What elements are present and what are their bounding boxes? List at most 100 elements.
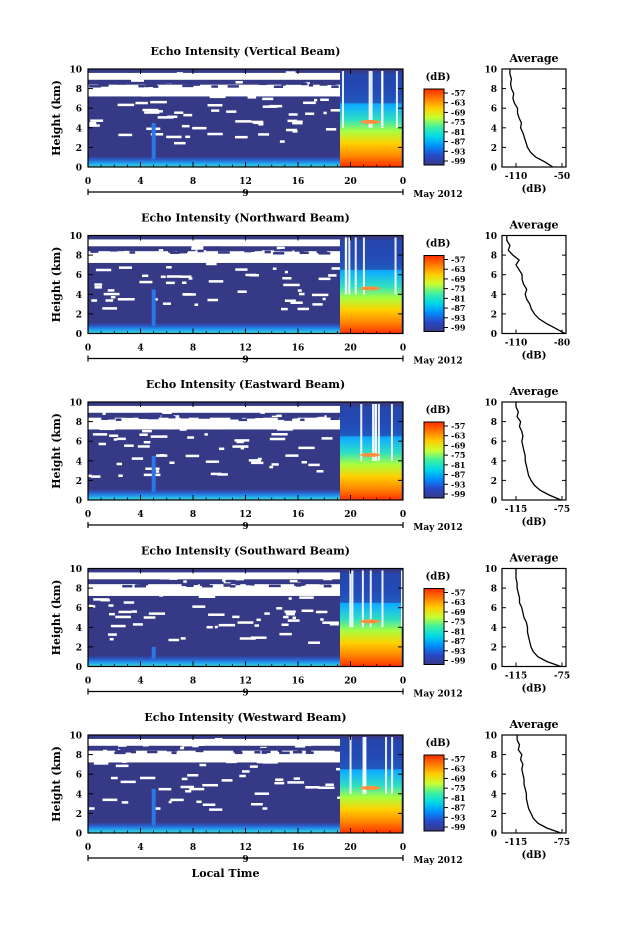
data-gap-speck bbox=[91, 299, 98, 302]
average-y-tick-label: 0 bbox=[491, 497, 497, 507]
echo-speck bbox=[319, 83, 328, 86]
precipitation-gap bbox=[372, 403, 375, 461]
data-gap-speck bbox=[189, 787, 205, 791]
data-gap-speck bbox=[257, 457, 262, 461]
x-tick-label: 0 bbox=[400, 177, 406, 187]
echo-speck bbox=[223, 584, 232, 587]
data-gap-speck bbox=[162, 302, 171, 305]
y-tick-label: 10 bbox=[69, 399, 82, 409]
data-gap-speck bbox=[89, 255, 97, 258]
precipitation-gap bbox=[381, 70, 384, 128]
bright-band bbox=[360, 619, 381, 624]
data-gap-speck bbox=[95, 240, 106, 243]
x-tick-label: 16 bbox=[292, 510, 305, 520]
echo-speck bbox=[262, 81, 270, 84]
data-gap-speck bbox=[331, 267, 347, 270]
y-tick-label: 0 bbox=[76, 497, 82, 507]
x-axis-label: Local Time bbox=[192, 867, 260, 880]
data-gap-speck bbox=[237, 621, 254, 624]
data-gap-speck bbox=[254, 624, 260, 627]
data-gap-speck bbox=[190, 744, 205, 748]
colorbar-tick-label: -63 bbox=[451, 431, 466, 441]
data-gap-speck bbox=[234, 439, 250, 442]
data-gap-speck bbox=[177, 753, 188, 757]
y-tick-label: 0 bbox=[76, 164, 82, 174]
data-gap-speck bbox=[228, 740, 236, 743]
average-x-tick-label: -115 bbox=[505, 672, 528, 682]
data-gap-speck bbox=[318, 277, 331, 281]
y-tick-label: 4 bbox=[76, 457, 82, 467]
data-gap-speck bbox=[262, 242, 276, 246]
x-tick-label: 16 bbox=[292, 177, 305, 187]
average-x-tick-label: -80 bbox=[554, 339, 570, 349]
echo-spike bbox=[151, 455, 156, 493]
data-gap-speck bbox=[107, 633, 117, 636]
data-gap-speck bbox=[232, 615, 240, 619]
data-gap-speck bbox=[279, 632, 292, 636]
precipitation-gap bbox=[401, 570, 404, 628]
precipitation-gap bbox=[362, 736, 365, 794]
echo-speck bbox=[212, 81, 221, 85]
echo-speck bbox=[333, 81, 343, 85]
data-gap-speck bbox=[183, 113, 193, 117]
data-gap-speck bbox=[128, 755, 138, 759]
echo-speck bbox=[235, 582, 241, 586]
colorbar-tick-label: -81 bbox=[451, 793, 465, 803]
data-gap-speck bbox=[249, 765, 258, 768]
echo-speck bbox=[234, 751, 243, 755]
data-gap-speck bbox=[285, 128, 298, 132]
data-gap-speck bbox=[118, 133, 133, 137]
data-gap-speck bbox=[102, 412, 106, 416]
data-gap-speck bbox=[158, 787, 172, 791]
data-gap-speck bbox=[209, 808, 223, 811]
echo-speck bbox=[122, 580, 128, 583]
data-gap-speck bbox=[261, 754, 274, 757]
average-y-tick-label: 6 bbox=[491, 771, 497, 781]
echo-speck bbox=[177, 249, 189, 253]
data-gap-speck bbox=[283, 615, 289, 619]
data-gap-speck bbox=[119, 266, 132, 269]
data-gap-speck bbox=[109, 434, 119, 437]
data-gap-speck bbox=[321, 437, 333, 440]
echo-speck bbox=[141, 579, 153, 583]
data-gap-speck bbox=[316, 470, 324, 473]
echo-speck bbox=[232, 248, 241, 252]
data-gap-speck bbox=[235, 573, 249, 576]
average-x-label: (dB) bbox=[522, 184, 547, 195]
average-y-tick-label: 6 bbox=[491, 271, 497, 281]
echo-speck bbox=[297, 579, 304, 582]
boundary-layer-echo bbox=[88, 822, 340, 833]
data-gap-speck bbox=[161, 590, 177, 593]
precipitation-gap bbox=[348, 237, 351, 295]
echo-speck bbox=[138, 416, 149, 419]
colorbar-tick-label: -87 bbox=[451, 636, 465, 646]
echo-speck bbox=[330, 417, 340, 421]
data-gap-speck bbox=[293, 777, 301, 780]
average-y-tick-label: 10 bbox=[484, 66, 497, 76]
data-gap-speck bbox=[117, 103, 135, 107]
data-gap-speck bbox=[323, 577, 333, 581]
colorbar-tick-label: -99 bbox=[451, 323, 466, 333]
colorbar-tick-label: -57 bbox=[451, 88, 465, 98]
x-tick-label: 4 bbox=[137, 177, 143, 187]
data-gap-speck bbox=[115, 615, 131, 619]
y-tick-label: 4 bbox=[76, 790, 82, 800]
data-gap-speck bbox=[306, 786, 313, 789]
echo-speck bbox=[110, 249, 118, 252]
data-gap-speck bbox=[287, 781, 305, 784]
echo-speck bbox=[140, 413, 149, 416]
data-gap-speck bbox=[292, 616, 296, 620]
data-gap-speck bbox=[132, 623, 143, 626]
data-gap-speck bbox=[185, 135, 191, 139]
average-x-tick-label: -115 bbox=[505, 838, 528, 848]
data-gap-speck bbox=[329, 623, 339, 626]
data-gap-speck bbox=[312, 303, 323, 306]
data-gap-speck bbox=[303, 101, 316, 105]
data-gap-speck bbox=[263, 260, 273, 263]
data-gap-speck bbox=[248, 459, 261, 462]
data-gap-speck bbox=[142, 429, 152, 433]
echo-speck bbox=[305, 746, 310, 749]
average-profile-line bbox=[515, 568, 562, 668]
echo-speck bbox=[122, 747, 131, 750]
precipitation-gap bbox=[351, 570, 354, 628]
